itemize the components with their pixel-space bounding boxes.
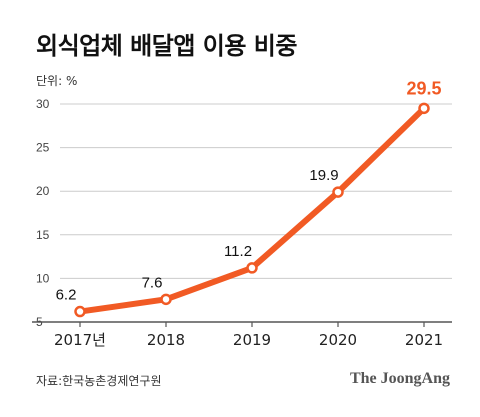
data-point bbox=[332, 186, 344, 198]
data-point bbox=[74, 305, 86, 318]
x-tick-label: 2020 bbox=[319, 331, 357, 349]
data-label: 29.5 bbox=[406, 78, 441, 98]
y-tick-label: 25 bbox=[36, 141, 50, 155]
data-label: 19.9 bbox=[309, 167, 338, 184]
data-label: 7.6 bbox=[142, 274, 163, 291]
publisher-logo: The JoongAng bbox=[349, 370, 450, 387]
data-point bbox=[160, 293, 172, 306]
y-tick-label: 30 bbox=[36, 97, 50, 111]
x-tick-label: 2017년 bbox=[54, 331, 106, 349]
x-tick-label: 2019 bbox=[233, 331, 271, 349]
x-tick-label: 2021 bbox=[405, 331, 443, 349]
y-tick-label: 15 bbox=[36, 228, 50, 242]
source-note: 자료:한국농촌경제연구원 bbox=[36, 374, 162, 388]
unit-label: 단위: % bbox=[36, 74, 78, 88]
x-tick-label: 2018 bbox=[147, 331, 185, 349]
series-line bbox=[77, 105, 427, 315]
data-label: 6.2 bbox=[56, 287, 77, 304]
y-tick-label: 20 bbox=[36, 184, 50, 198]
y-tick-label: 10 bbox=[36, 271, 50, 285]
chart-title: 외식업체 배달앱 이용 비중 bbox=[36, 32, 297, 60]
data-point bbox=[246, 262, 258, 274]
data-label: 11.2 bbox=[224, 243, 252, 260]
data-point bbox=[418, 102, 430, 115]
